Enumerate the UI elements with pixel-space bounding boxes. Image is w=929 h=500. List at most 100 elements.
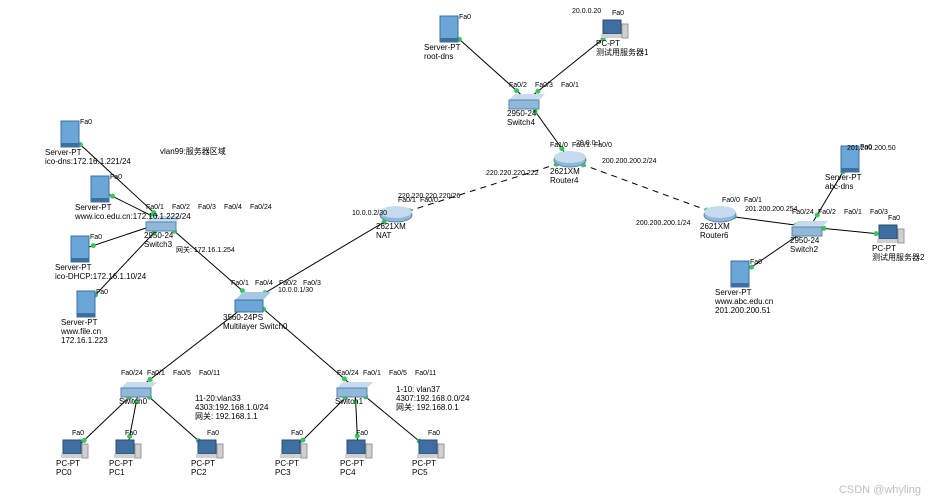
text-label: Fa0 [110, 174, 122, 181]
text-label: Fa0 [72, 430, 84, 437]
text-label: Fa0/24 [121, 370, 143, 377]
text-label: 2621XMRouter6 [700, 223, 730, 241]
link-msw-nat [253, 215, 396, 300]
text-label: 2621XMRouter4 [550, 168, 580, 186]
server-srv_root_dns[interactable] [440, 16, 458, 42]
text-label: Server-PTroot-dns [424, 44, 460, 62]
text-label: Fa0 [750, 259, 762, 266]
text-label: 2950-24Switch2 [790, 237, 819, 255]
text-label: Fa0 [428, 430, 440, 437]
text-label: PC-PTPC1 [109, 460, 133, 478]
text-label: 10.0.0.1/30 [278, 287, 313, 294]
text-label: Server-PTwww.file.cn172.16.1.223 [61, 319, 108, 345]
text-label: Server-PTwww.ico.edu.cn:172.16.1.222/24 [75, 204, 191, 222]
text-label: Fa0 [125, 430, 137, 437]
text-label: Fa0/1 [561, 82, 579, 89]
text-label: Fa0/3 [535, 82, 553, 89]
text-label: Fa0/1 [231, 280, 249, 287]
text-label: Fa0/24 [337, 370, 359, 377]
text-label: Fa0/2 [279, 280, 297, 287]
text-label: 2950-24Switch3 [144, 232, 173, 250]
text-label: Fa0/1 [844, 209, 862, 216]
text-label: Fa0/24 [250, 204, 272, 211]
text-label: Fa1/0 [550, 142, 568, 149]
router-r4[interactable] [554, 151, 586, 167]
text-label: Fa0/4 [224, 204, 242, 211]
text-label: 201.200.200.50 [847, 145, 896, 152]
text-label: 3560-24PSMultilayer Switch0 [223, 314, 287, 332]
text-label: Server-PTico-DHCP:172.16.1.10/24 [55, 264, 146, 282]
text-label: Fa0/1 [363, 370, 381, 377]
server-srv_ico_dns[interactable] [61, 121, 79, 147]
pc-pc5[interactable] [417, 440, 444, 458]
text-label: Fa0/1 [744, 197, 762, 204]
server-srv_ico_dhcp[interactable] [71, 236, 89, 262]
watermark: CSDN @whyling [839, 484, 921, 496]
text-label: Server-PTabc-dns [825, 174, 861, 192]
text-label: PC-PTPC5 [412, 460, 436, 478]
text-label: Fa0/5 [173, 370, 191, 377]
pc-pc2[interactable] [196, 440, 223, 458]
text-label: 2621XMNAT [376, 223, 406, 241]
text-label: 2950-24Switch4 [507, 110, 536, 128]
link-r4-nat [396, 160, 570, 215]
pc-pc1[interactable] [114, 440, 141, 458]
text-label: Fa0 [612, 10, 624, 17]
text-label: Fa0/11 [415, 370, 436, 377]
link-sw3-msw [164, 222, 253, 300]
pc-pc_test2[interactable] [877, 225, 904, 243]
text-label: Fa0/11 [199, 370, 220, 377]
text-label: Fa0 [291, 430, 303, 437]
text-label: Switch0 [119, 398, 147, 407]
text-label: Fa0/2 [509, 82, 527, 89]
text-label: Server-PTico-dns:172.16.1.221/24 [45, 149, 131, 167]
text-label: 220.220.220.220/26 [398, 193, 460, 200]
text-label: Fa0/24 [792, 209, 814, 216]
text-label: PC-PTPC4 [340, 460, 364, 478]
text-label: Fa0 [96, 289, 108, 296]
text-label: PC-PTPC3 [275, 460, 299, 478]
text-label: Fa0 [90, 234, 102, 241]
switch-sw1[interactable] [337, 382, 373, 397]
text-label: 10.0.0.2/30 [352, 210, 387, 217]
server-srv_ico_edu[interactable] [91, 176, 109, 202]
text-label: Fa0 [356, 430, 368, 437]
text-label: Fa0/4 [255, 280, 273, 287]
text-label: Fa0/5 [389, 370, 407, 377]
switch-sw4[interactable] [509, 94, 545, 109]
text-label: 200.200.200.1/24 [636, 220, 691, 227]
text-label: Fa0/3 [198, 204, 216, 211]
text-label: PC-PTPC2 [191, 460, 215, 478]
text-label: Server-PTwww.abc.edu.cn201.200.200.51 [715, 289, 773, 315]
text-label: Fa0/0 [722, 197, 740, 204]
text-label: Fa0/3 [870, 209, 888, 216]
text-label: 1-10: vlan374307:192.168.0.0/24网关: 192.1… [396, 386, 469, 412]
server-srv_abc[interactable] [731, 261, 749, 287]
pc-pc4[interactable] [345, 440, 372, 458]
text-label: Fa0 [888, 215, 900, 222]
pc-pc_test1[interactable] [601, 20, 628, 38]
text-label: PC-PTPC0 [56, 460, 80, 478]
text-label: Fa0/3 [303, 280, 321, 287]
text-label: Fa0 [207, 430, 219, 437]
text-label: Fa0 [80, 119, 92, 126]
text-label: 200.200.200.2/24 [602, 158, 657, 165]
pc-pc3[interactable] [280, 440, 307, 458]
text-label: Fa0/2 [818, 209, 836, 216]
text-label: Fa0 [459, 14, 471, 21]
text-label: 11-20:vlan334303:192.168.1.0/24网关: 192.1… [195, 395, 268, 421]
link-r4-r6 [570, 160, 720, 215]
text-label: vlan99:服务器区域 [160, 148, 226, 157]
server-srv_file[interactable] [77, 291, 95, 317]
router-r6[interactable] [704, 206, 736, 222]
text-label: Switch1 [335, 398, 363, 407]
text-label: PC-PT测试用服务器2 [872, 245, 924, 263]
text-label: 20.0.0.20 [572, 8, 601, 15]
text-label: Fa0/1 [147, 370, 165, 377]
text-label: 220.220.220.222 [486, 170, 539, 177]
text-label: 20.0.0.1 [576, 140, 601, 147]
text-label: PC-PT测试用服务器1 [596, 40, 648, 58]
switch-sw0[interactable] [121, 382, 157, 397]
text-label: 网关: 172.16.1.254 [176, 245, 235, 255]
text-label: 201.200.200.254 [745, 206, 798, 213]
